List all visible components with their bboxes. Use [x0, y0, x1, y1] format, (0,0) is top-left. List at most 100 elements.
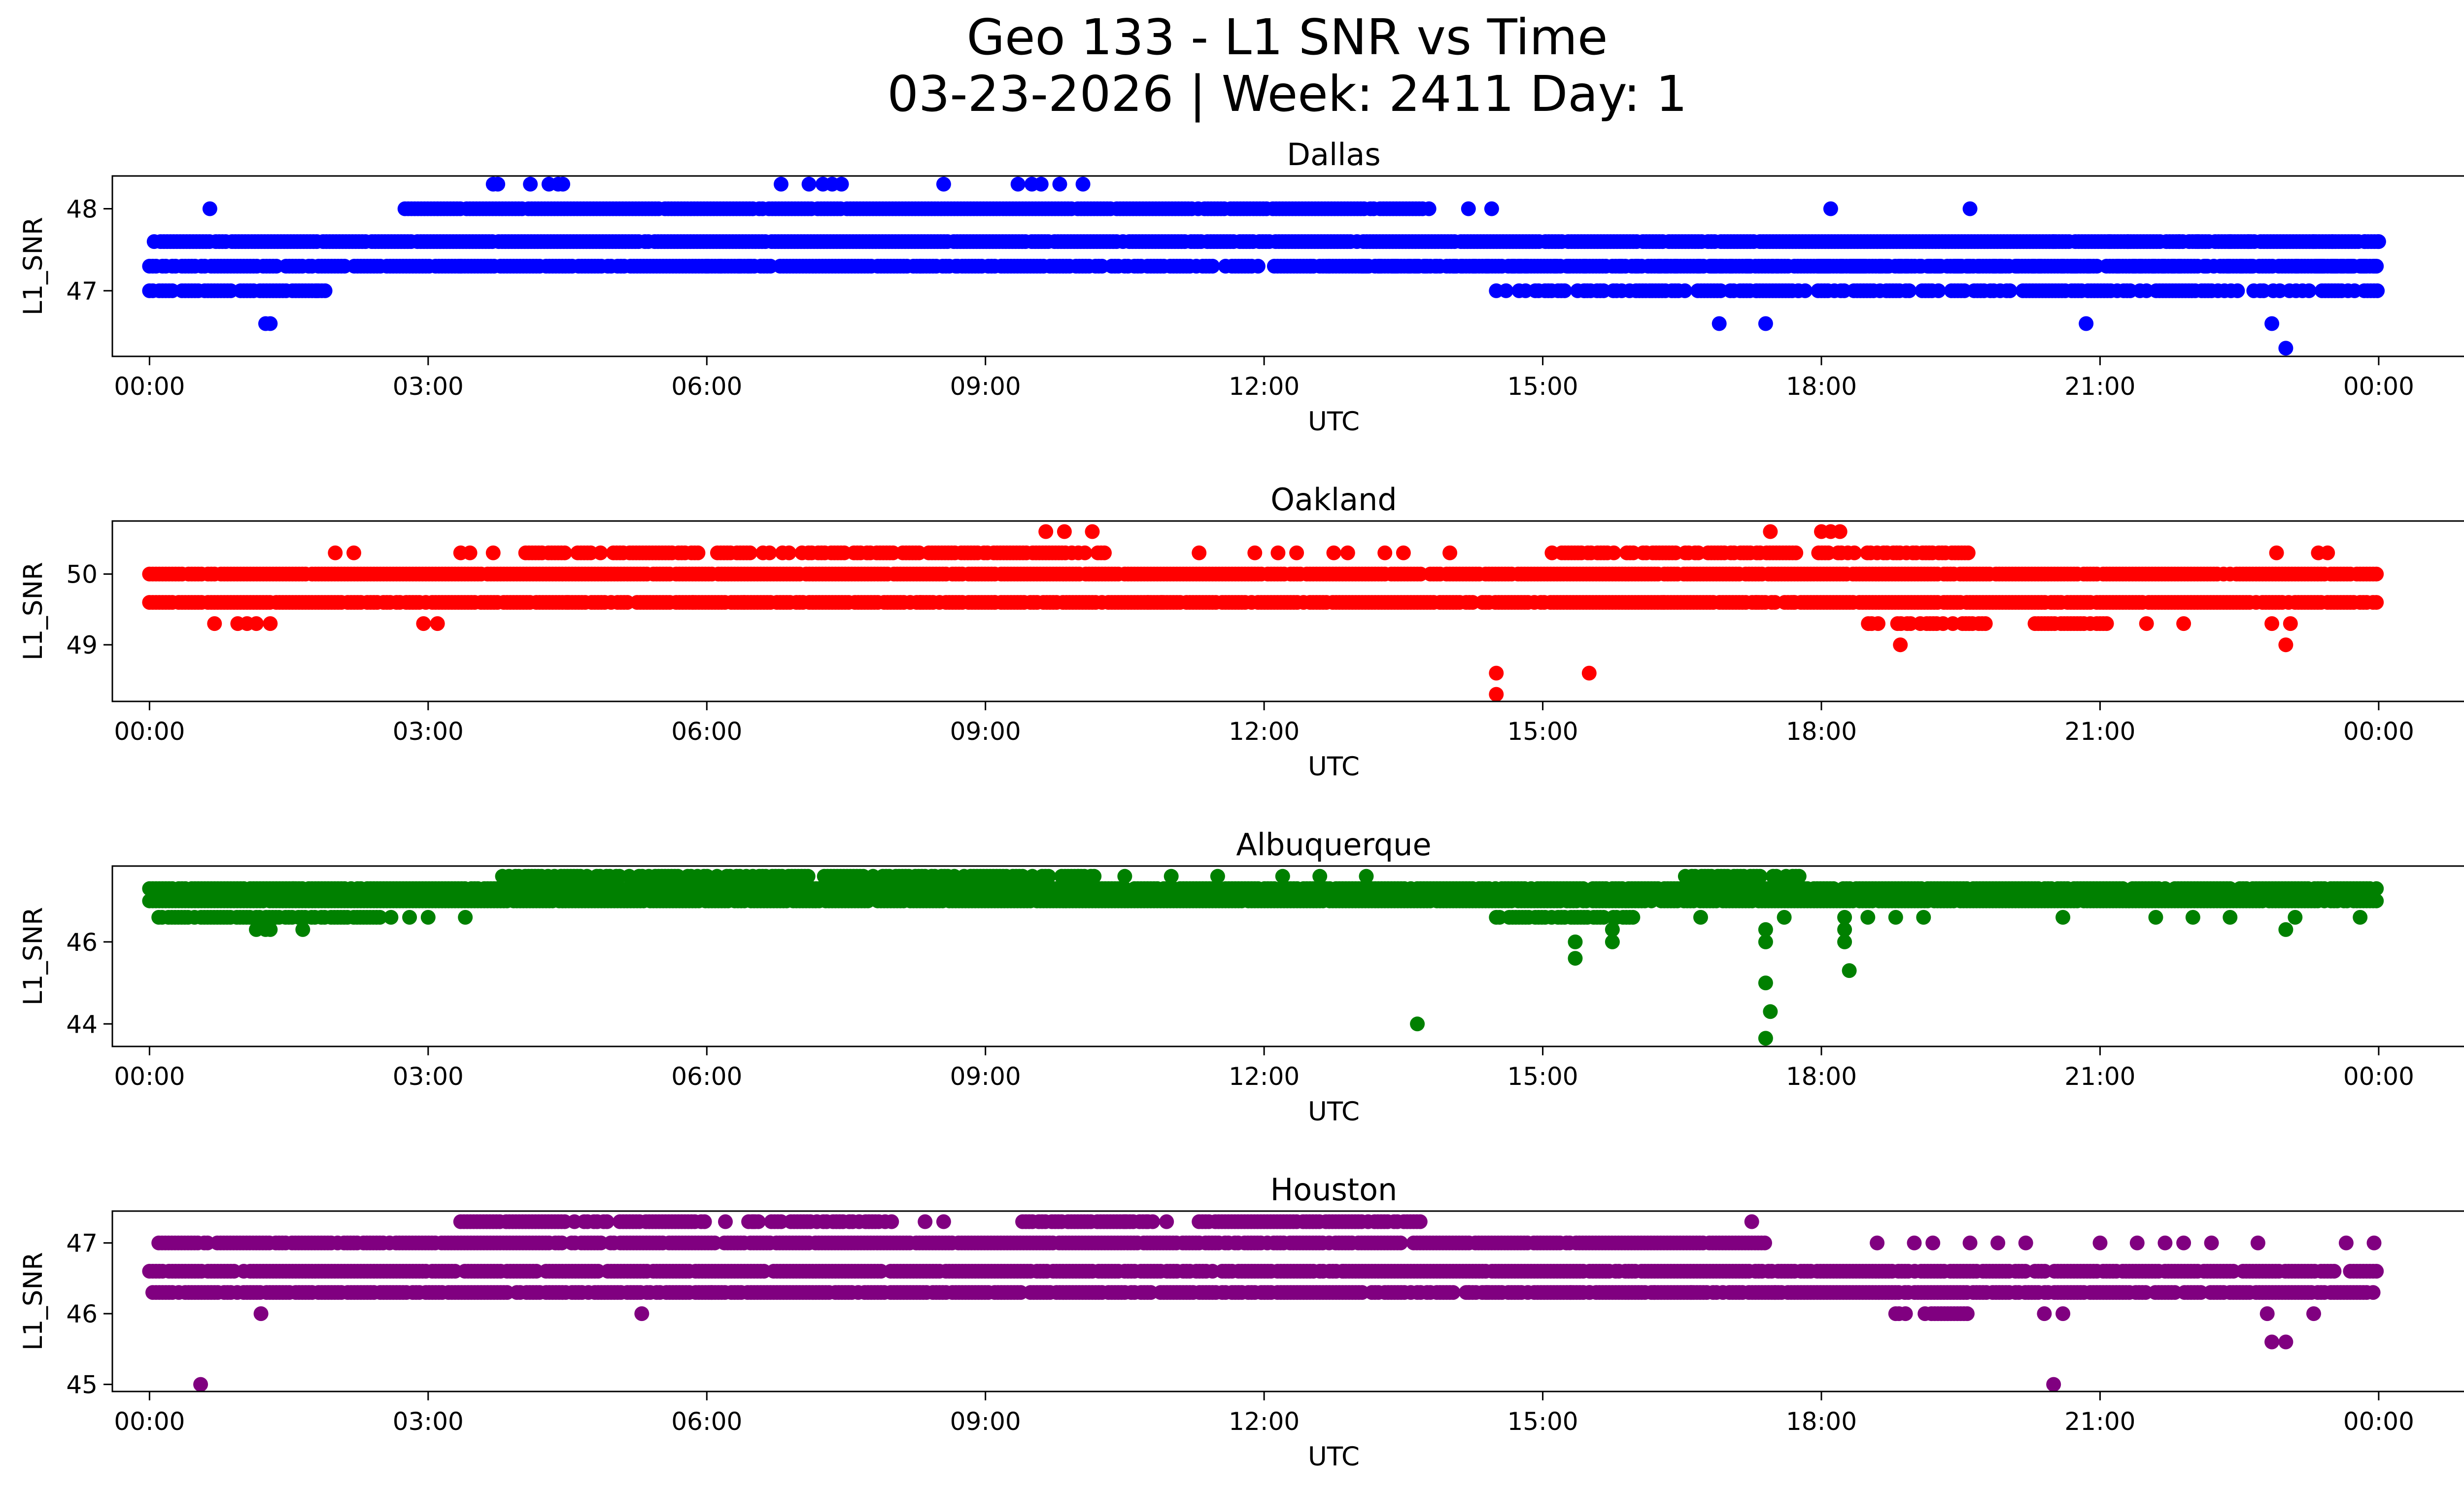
data-point	[2032, 259, 2047, 274]
data-point	[1427, 259, 1442, 274]
data-point	[1577, 259, 1592, 274]
data-point	[762, 545, 777, 560]
data-point	[1723, 259, 1739, 274]
data-point	[1758, 316, 1773, 331]
data-point	[2264, 316, 2280, 331]
data-point	[690, 545, 706, 560]
data-point	[713, 259, 728, 274]
data-point	[1372, 259, 1387, 274]
data-point	[987, 595, 1002, 610]
data-point	[207, 616, 222, 631]
x-tick-label: 00:00	[114, 372, 185, 401]
data-point	[1970, 259, 1985, 274]
subplot-title: Dallas	[1287, 137, 1380, 173]
data-point	[1786, 595, 1801, 610]
data-point	[1057, 524, 1072, 539]
data-point	[936, 176, 951, 192]
data-point	[1085, 524, 1100, 539]
plot-frame	[111, 520, 2464, 702]
data-point	[1097, 545, 1112, 560]
data-point	[2139, 616, 2154, 631]
data-point	[2230, 283, 2245, 298]
data-point	[1606, 545, 1621, 560]
data-point	[1453, 259, 1469, 274]
data-point	[1250, 259, 1266, 274]
data-point	[249, 616, 264, 631]
data-point	[2110, 259, 2125, 274]
data-point	[2369, 881, 2384, 896]
data-point	[1140, 595, 1156, 610]
data-point	[1832, 524, 1848, 539]
data-point	[1871, 616, 1885, 631]
data-point	[2301, 283, 2317, 298]
x-tick-label: 15:00	[1507, 717, 1578, 746]
data-point	[1010, 176, 1026, 192]
x-tick-label: 21:00	[2064, 717, 2135, 746]
figure-title-line2: 03-23-2026 | Week: 2411 Day: 1	[887, 65, 1687, 123]
x-tick-label: 09:00	[950, 717, 1021, 746]
data-point	[1354, 259, 1369, 274]
data-point	[1038, 524, 1054, 539]
data-point	[2306, 234, 2321, 249]
data-point	[1561, 259, 1576, 274]
data-point	[913, 259, 928, 274]
data-point	[1960, 545, 1976, 560]
data-point	[801, 176, 817, 192]
data-point	[1247, 545, 1263, 560]
x-tick-label: 21:00	[2064, 372, 2135, 401]
data-point	[2000, 234, 2015, 249]
data-point	[1461, 201, 1476, 216]
y-tick-label: 48	[66, 195, 98, 224]
data-point	[774, 176, 788, 192]
x-tick-label: 03:00	[393, 372, 464, 401]
data-point	[1192, 545, 1207, 560]
data-point	[1548, 259, 1563, 274]
data-point	[1484, 201, 1499, 216]
data-markers	[142, 869, 2384, 1046]
data-point	[1790, 283, 1806, 298]
data-point	[1856, 259, 1872, 274]
data-point	[1489, 687, 1504, 701]
data-point	[1421, 201, 1437, 216]
data-point	[1205, 259, 1220, 274]
data-point	[2046, 234, 2061, 249]
data-point	[2190, 234, 2205, 249]
data-point	[2320, 545, 2335, 560]
data-point	[1769, 259, 1784, 274]
data-point	[2198, 259, 2213, 274]
data-point	[1879, 259, 1894, 274]
data-point	[1289, 545, 1304, 560]
data-point	[1847, 545, 1862, 560]
y-tick-label: 49	[66, 631, 98, 660]
data-point	[685, 595, 700, 610]
data-point	[1931, 283, 1946, 298]
data-point	[1557, 283, 1572, 298]
plot-frame	[111, 175, 2464, 357]
data-point	[2221, 259, 2236, 274]
data-point	[1656, 595, 1671, 610]
data-point	[1613, 259, 1628, 274]
data-point	[1033, 176, 1049, 192]
data-point	[202, 201, 217, 216]
data-point	[490, 176, 506, 192]
data-point	[1749, 283, 1764, 298]
data-point	[2121, 234, 2135, 249]
data-point	[1518, 259, 1534, 274]
data-point	[1479, 259, 1495, 274]
data-point	[2278, 341, 2293, 356]
data-point	[1614, 283, 1629, 298]
data-point	[2369, 893, 2384, 908]
data-point	[1677, 283, 1692, 298]
data-point	[2370, 283, 2385, 298]
x-tick-label: 06:00	[671, 372, 742, 401]
data-point	[2289, 259, 2304, 274]
data-point	[430, 616, 445, 631]
data-point	[1763, 524, 1778, 539]
data-point	[1993, 259, 2008, 274]
x-tick-label: 18:00	[1786, 717, 1857, 746]
data-point	[1077, 545, 1093, 560]
data-point	[1821, 259, 1836, 274]
data-point	[1581, 665, 1597, 681]
